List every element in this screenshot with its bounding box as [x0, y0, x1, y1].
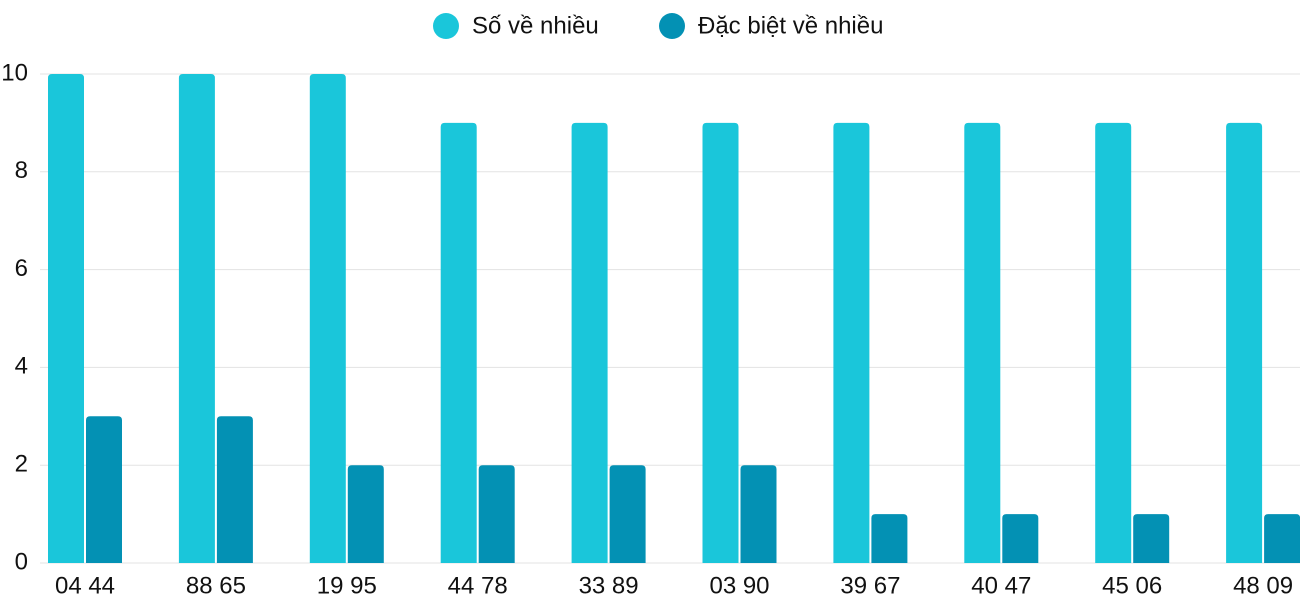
bar [86, 416, 122, 563]
bar [347, 465, 384, 563]
bar [1133, 514, 1170, 563]
x-tick-label: 04 44 [55, 572, 115, 599]
bar [1095, 122, 1132, 564]
bar [48, 74, 84, 563]
bar [1002, 514, 1039, 563]
bar [1226, 122, 1263, 564]
y-tick-label: 6 [15, 255, 28, 282]
legend-label: Đặc biệt về nhiều [698, 12, 883, 39]
bar [740, 465, 777, 563]
bar [609, 465, 646, 563]
y-tick-label: 4 [15, 353, 28, 380]
bar [702, 122, 739, 564]
legend-label: Số về nhiều [472, 12, 599, 39]
y-tick-label: 2 [15, 451, 28, 478]
x-tick-label: 88 65 [186, 572, 246, 599]
bar [871, 514, 908, 563]
bar [1264, 514, 1300, 563]
bar [440, 122, 477, 564]
y-tick-label: 8 [15, 157, 28, 184]
bar [571, 122, 608, 564]
legend-marker [659, 13, 685, 39]
bar [478, 465, 515, 563]
bar [833, 122, 870, 564]
x-tick-label: 39 67 [840, 572, 900, 599]
y-tick-label: 0 [15, 548, 28, 575]
x-tick-label: 19 95 [317, 572, 377, 599]
x-tick-label: 33 89 [579, 572, 639, 599]
x-tick-label: 44 78 [448, 572, 508, 599]
y-tick-label: 10 [1, 59, 28, 86]
bar [964, 122, 1001, 564]
bar [309, 74, 346, 563]
x-tick-label: 45 06 [1102, 572, 1162, 599]
x-tick-label: 03 90 [709, 572, 769, 599]
legend-marker [433, 13, 459, 39]
bar [216, 416, 253, 563]
bar [178, 74, 215, 563]
x-tick-label: 48 09 [1233, 572, 1293, 599]
x-tick-label: 40 47 [971, 572, 1031, 599]
